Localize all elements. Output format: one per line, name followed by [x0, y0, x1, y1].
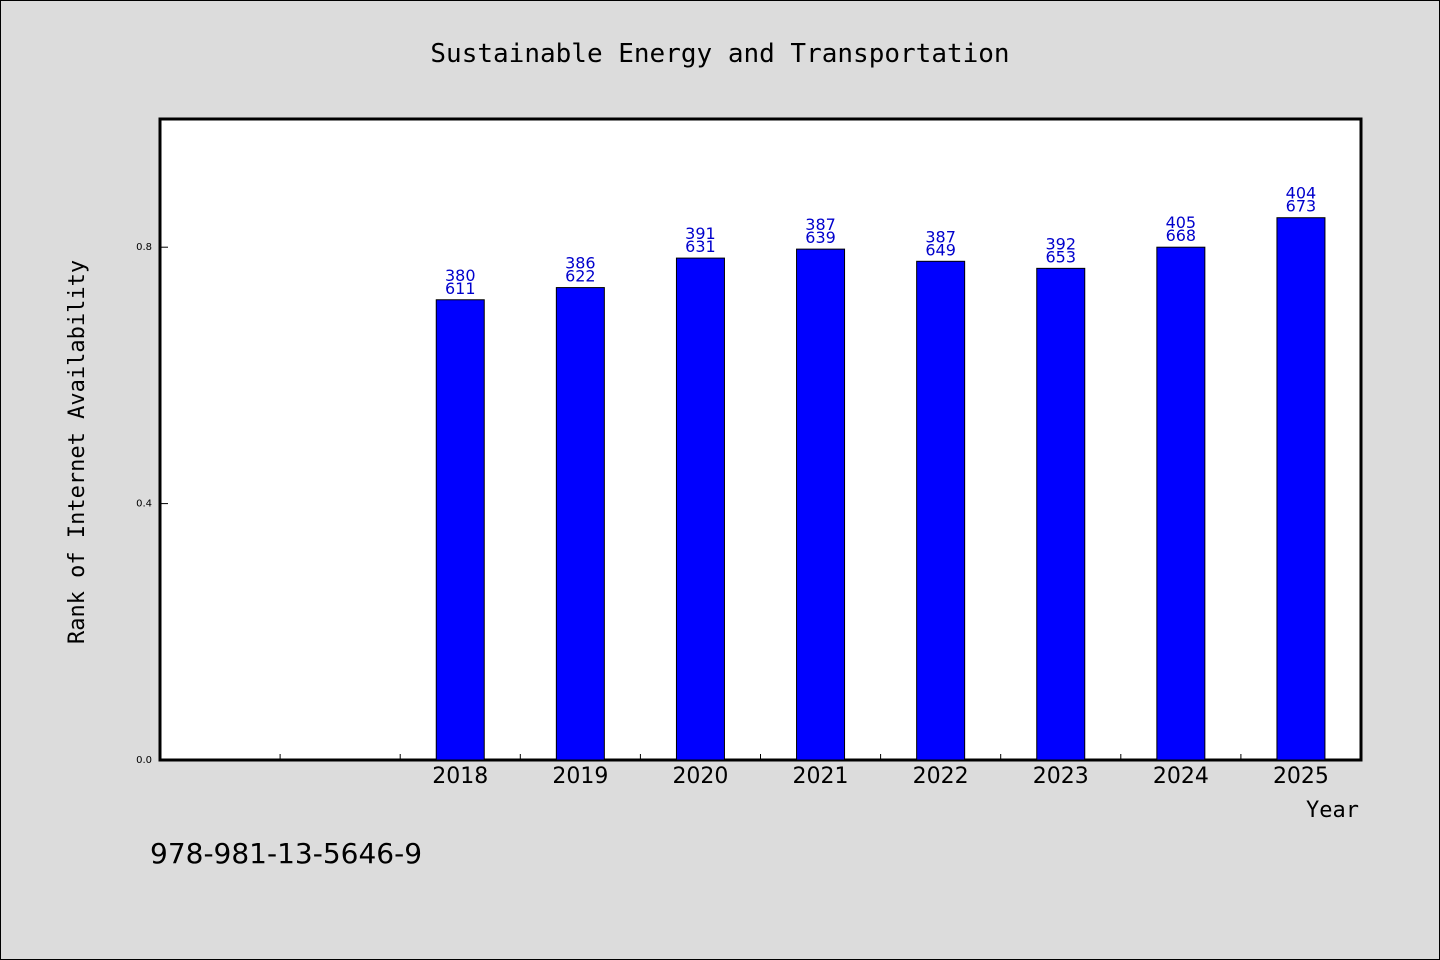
x-tick-label: 2024 — [1153, 764, 1209, 789]
bar-label-bottom: 611 — [445, 279, 476, 298]
x-tick-label: 2018 — [432, 764, 488, 789]
bars-group — [435, 217, 1326, 761]
x-axis-label: Year — [1306, 798, 1359, 823]
bar-2020 — [675, 257, 725, 761]
x-tick-label: 2023 — [1033, 764, 1089, 789]
y-tick-label: 0.8 — [136, 242, 152, 253]
bar-label-bottom: 631 — [685, 237, 716, 256]
bar-label-top: 387 — [805, 215, 836, 234]
bar-label-bottom: 653 — [1045, 247, 1076, 266]
bar-label-top: 386 — [565, 254, 596, 273]
bar-label-bottom: 649 — [925, 240, 956, 259]
y-tick-label: 0.0 — [136, 755, 152, 766]
bar-label-top: 404 — [1286, 184, 1317, 203]
x-tick-label: 2022 — [913, 764, 969, 789]
bar-label-top: 392 — [1045, 234, 1076, 253]
bar-label-bottom: 668 — [1166, 226, 1197, 245]
x-axis-ticks: 2018 2019 2020 2021 2022 2023 2024 2025 — [279, 754, 1329, 789]
bar-label-top: 405 — [1166, 213, 1197, 232]
x-tick-label: 2021 — [793, 764, 849, 789]
bar-label-top: 380 — [445, 266, 476, 285]
x-tick-label: 2019 — [552, 764, 608, 789]
bar-2022 — [916, 260, 966, 761]
bar-label-bottom: 673 — [1286, 197, 1317, 216]
y-axis-label: Rank of Internet Availability — [65, 260, 90, 644]
bar-label-bottom: 622 — [565, 267, 596, 286]
bar-2023 — [1036, 267, 1086, 761]
bar-2019 — [555, 287, 605, 761]
chart-title: Sustainable Energy and Transportation — [430, 39, 1009, 69]
x-tick-label: 2025 — [1273, 764, 1329, 789]
y-axis-ticks: 0.0 0.4 0.8 — [136, 242, 168, 766]
bar-2024 — [1156, 246, 1206, 761]
bar-2025 — [1276, 217, 1326, 761]
bar-2021 — [796, 248, 846, 761]
bar-label-top: 387 — [925, 227, 956, 246]
bar-label-bottom: 639 — [805, 228, 836, 247]
isbn-footer: 978-981-13-5646-9 — [150, 837, 422, 870]
y-tick-label: 0.4 — [136, 499, 152, 510]
x-tick-label: 2020 — [672, 764, 728, 789]
bar-label-top: 391 — [685, 224, 716, 243]
bar-2018 — [435, 299, 485, 761]
